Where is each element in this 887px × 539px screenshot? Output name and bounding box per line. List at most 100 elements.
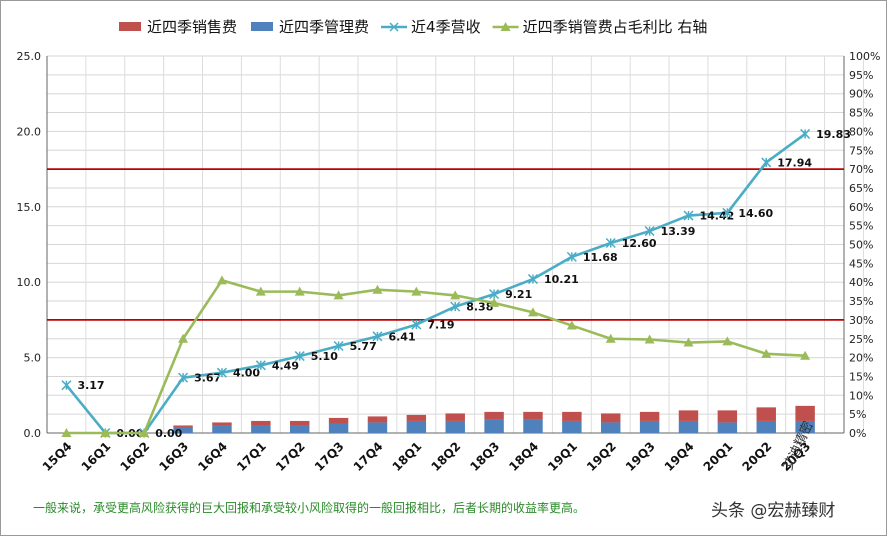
bar-mgmt-fee (562, 420, 582, 433)
ratio-point (372, 284, 383, 294)
y2-tick-label: 95% (849, 69, 873, 82)
y-tick-label: 0.0 (24, 427, 42, 440)
y-tick-label: 10.0 (17, 276, 42, 289)
bar-mgmt-fee (212, 425, 232, 433)
x-tick-label: 18Q2 (429, 439, 464, 474)
ratio-point (333, 290, 344, 300)
x-tick-label: 17Q4 (351, 439, 386, 474)
revenue-point (450, 301, 461, 312)
x-tick-label: 17Q1 (234, 439, 269, 474)
revenue-point (566, 251, 577, 262)
ratio-line (66, 278, 806, 435)
y2-tick-label: 90% (849, 88, 873, 101)
ratio-point (566, 320, 577, 330)
legend-marker (389, 22, 399, 32)
ratio-point (255, 286, 266, 296)
ratio-point (722, 336, 733, 346)
y2-tick-label: 0% (849, 427, 866, 440)
legend-marker (500, 22, 511, 31)
bar-sales-fee (795, 405, 815, 421)
bar-sales-fee (212, 422, 232, 426)
watermark-text: 头条 @宏赫臻财 (711, 501, 835, 521)
bar-mgmt-fee (367, 422, 388, 433)
bar-sales-fee (328, 417, 349, 424)
revenue-data-label: 5.77 (350, 340, 377, 353)
ratio-point (216, 275, 227, 285)
x-tick-label: 15Q4 (40, 439, 75, 474)
y-tick-label: 5.0 (24, 352, 42, 365)
legend-label: 近四季销管费占毛利比 右轴 (523, 18, 708, 36)
bar-sales-fee (367, 416, 388, 423)
revenue-data-label: 4.49 (272, 359, 299, 372)
bar-sales-fee (173, 425, 193, 427)
revenue-point (255, 360, 266, 371)
bar-mgmt-fee (289, 425, 310, 433)
bar-mgmt-fee (251, 425, 271, 433)
revenue-point (683, 210, 694, 221)
bar-mgmt-fee (601, 422, 621, 433)
y2-tick-label: 25% (849, 333, 873, 346)
ratio-point (527, 307, 538, 317)
x-tick-label: 20Q1 (701, 439, 736, 474)
x-tick-label: 16Q2 (117, 439, 152, 474)
bar-mgmt-fee (173, 426, 193, 433)
ratio-point (450, 290, 461, 300)
bar-mgmt-fee (756, 420, 776, 433)
y2-tick-label: 80% (849, 125, 873, 138)
bar-mgmt-fee (484, 419, 504, 433)
revenue-point (489, 289, 500, 300)
y2-tick-label: 40% (849, 276, 873, 289)
x-tick-label: 17Q3 (312, 439, 347, 474)
y2-tick-label: 50% (849, 239, 873, 252)
bar-mgmt-fee (445, 420, 465, 433)
footer-note: 一般来说，承受更高风险获得的巨大回报和承受较小风险取得的一般回报相比，后者长期的… (33, 500, 585, 515)
y2-tick-label: 85% (849, 107, 873, 120)
revenue-point (216, 367, 227, 378)
revenue-point (605, 237, 616, 249)
bar-sales-fee (639, 411, 660, 421)
revenue-data-label: 3.67 (194, 372, 221, 385)
y2-tick-label: 75% (849, 144, 873, 157)
y2-tick-label: 15% (849, 370, 873, 383)
ratio-point (761, 348, 772, 358)
bar-sales-fee (523, 411, 543, 420)
x-tick-label: 16Q3 (156, 439, 191, 474)
revenue-point (527, 274, 539, 285)
revenue-data-label: 13.39 (661, 225, 696, 238)
revenue-data-label: 5.10 (311, 350, 338, 363)
x-tick-label: 17Q2 (273, 439, 308, 474)
bar-mgmt-fee (795, 420, 815, 433)
bar-mgmt-fee (406, 420, 427, 433)
revenue-line (65, 132, 806, 435)
revenue-data-label: 11.68 (583, 251, 618, 264)
bar-mgmt-fee (328, 423, 349, 433)
revenue-data-label: 0.00 (155, 427, 182, 440)
bar-sales-fee (678, 410, 699, 421)
y2-tick-label: 45% (849, 257, 873, 270)
x-tick-label: 18Q3 (467, 439, 502, 474)
y2-tick-label: 100% (849, 50, 880, 63)
ratio-point (489, 297, 500, 307)
x-tick-label: 19Q2 (584, 439, 619, 474)
ratio-point (61, 428, 72, 437)
bar-sales-fee (289, 420, 310, 426)
ratio-point (605, 333, 616, 343)
y-tick-label: 15.0 (17, 201, 42, 214)
bar-sales-fee (445, 413, 465, 421)
ratio-point (644, 334, 655, 344)
y2-tick-label: 35% (849, 295, 873, 308)
revenue-point (372, 331, 383, 342)
revenue-point (800, 128, 811, 139)
revenue-data-label: 7.19 (427, 319, 454, 332)
bar-sales-fee (562, 411, 582, 421)
x-tick-label: 19Q4 (662, 439, 697, 474)
revenue-point (722, 207, 733, 218)
ratio-point (100, 428, 111, 437)
revenue-point (761, 157, 772, 168)
ratio-point (411, 286, 422, 296)
revenue-data-label: 9.21 (505, 288, 532, 301)
x-tick-label: 18Q1 (390, 439, 425, 474)
revenue-data-label: 19.83 (816, 128, 851, 141)
